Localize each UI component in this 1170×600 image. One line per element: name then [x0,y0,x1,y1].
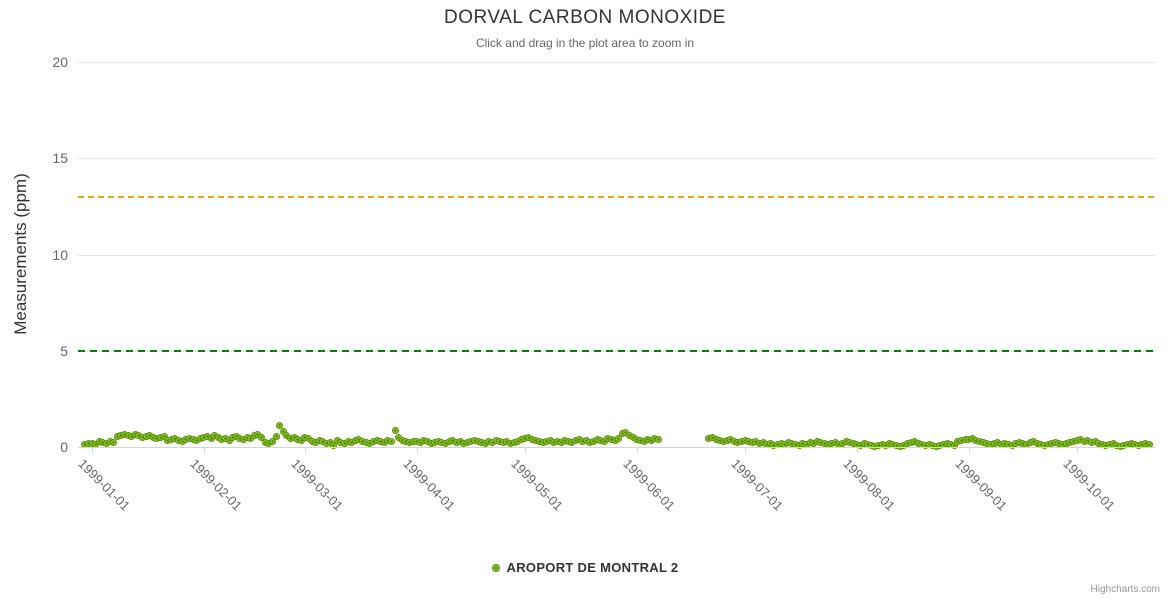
x-tick-mark [856,447,858,453]
data-point[interactable] [615,434,623,442]
x-tick-mark [203,447,205,453]
y-tick-label: 10 [52,246,68,263]
series-name: AROPORT DE MONTRAL 2 [506,560,679,575]
legend-item[interactable]: AROPORT DE MONTRAL 2 [0,560,1170,575]
data-point[interactable] [387,437,395,445]
data-point[interactable] [654,435,662,443]
x-tick-label: 1999-09-01 [952,456,1010,514]
highcharts-credit-link[interactable]: Highcharts.com [1090,584,1160,595]
x-tick-mark [968,447,970,453]
x-tick-mark [524,447,526,453]
data-point[interactable] [160,432,168,440]
x-tick-label: 1999-06-01 [620,456,678,514]
x-tick-mark [636,447,638,453]
chart-title: DORVAL CARBON MONOXIDE [444,7,726,28]
plot-line-upper-threshold [78,195,1155,198]
x-tick-mark [304,447,306,453]
data-point[interactable] [391,426,399,434]
y-tick-label: 20 [52,54,68,70]
data-point[interactable] [110,438,118,446]
x-tick-mark [745,447,747,453]
x-tick-label: 1999-04-01 [400,456,458,514]
series-marker-icon [491,563,500,572]
data-point[interactable] [268,437,276,445]
x-tick-mark [416,447,418,453]
chart-subtitle: Click and drag in the plot area to zoom … [475,36,695,50]
x-tick-label: 1999-03-01 [288,456,346,514]
x-tick-mark [1077,447,1078,453]
x-tick-label: 1999-02-01 [187,456,245,514]
plot-line-lower-threshold [78,349,1155,352]
gridline [78,62,1155,63]
x-tick-label: 1999-07-01 [728,456,787,514]
gridline [78,254,1155,256]
data-point[interactable] [330,441,338,449]
x-axis-line [78,447,1155,448]
y-tick-label: 0 [60,439,68,455]
data-point[interactable] [276,422,284,430]
x-tick-label: 1999-01-01 [75,456,134,514]
y-tick-label: 5 [60,342,68,359]
gridline [78,158,1155,160]
data-point[interactable] [279,428,287,436]
x-tick-mark [92,447,93,453]
y-tick-label: 15 [52,150,68,167]
x-tick-label: 1999-05-01 [508,456,566,514]
data-point[interactable] [272,432,280,440]
data-point[interactable] [950,441,958,449]
x-tick-label: 1999-08-01 [840,456,898,514]
data-point[interactable] [258,433,266,441]
plot-area[interactable] [78,62,1155,450]
x-tick-label: 1999-10-01 [1060,456,1119,514]
